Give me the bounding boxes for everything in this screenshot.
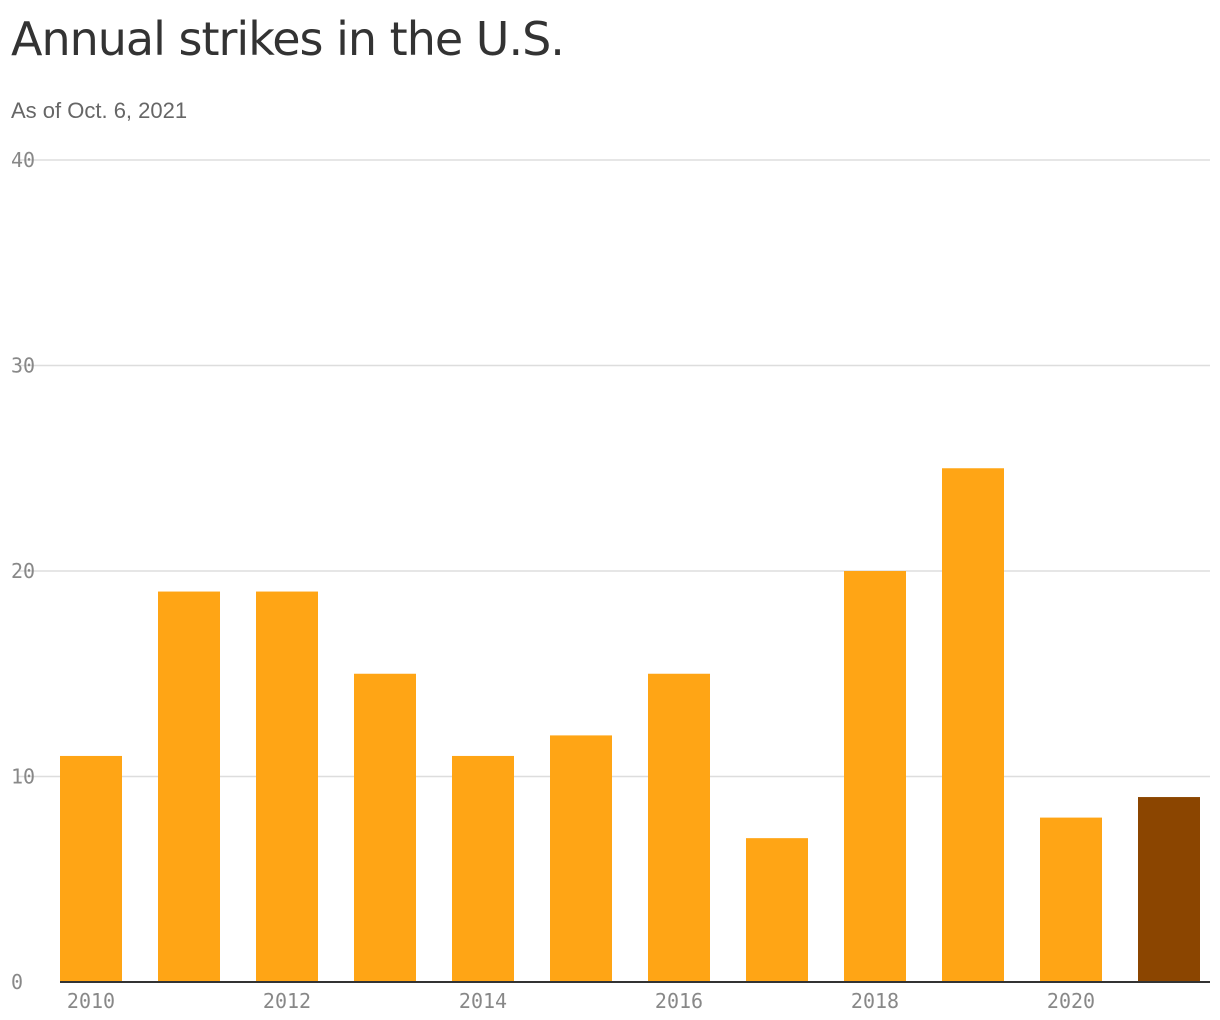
y-tick-label: 30 bbox=[11, 354, 35, 378]
bar-2015 bbox=[550, 735, 612, 982]
y-tick-label: 20 bbox=[11, 559, 35, 583]
bar-2016 bbox=[648, 673, 710, 982]
chart-subtitle: As of Oct. 6, 2021 bbox=[11, 98, 188, 123]
bar-2011 bbox=[158, 591, 220, 982]
x-tick-label: 2014 bbox=[459, 989, 507, 1013]
chart-title: Annual strikes in the U.S. bbox=[11, 12, 565, 66]
x-tick-label: 2016 bbox=[655, 989, 703, 1013]
bar-2021 bbox=[1138, 797, 1200, 982]
y-tick-label: 10 bbox=[11, 765, 35, 789]
x-tick-label: 2012 bbox=[263, 989, 311, 1013]
axes: 0 10 20 30 40 2010 2012 2014 2016 2018 2020 bbox=[11, 148, 1210, 1013]
bar-2012 bbox=[256, 591, 318, 982]
bar-2018 bbox=[844, 571, 906, 982]
bar-2014 bbox=[452, 755, 514, 982]
bar-2017 bbox=[746, 838, 808, 982]
x-tick-label: 2010 bbox=[67, 989, 115, 1013]
bar-2013 bbox=[354, 673, 416, 982]
bars bbox=[60, 468, 1200, 982]
bar-2010 bbox=[60, 755, 122, 982]
x-tick-label: 2018 bbox=[851, 989, 899, 1013]
y-tick-label: 40 bbox=[11, 148, 35, 172]
y-tick-label: 0 bbox=[11, 970, 23, 994]
bar-2020 bbox=[1040, 817, 1102, 982]
bar-2019 bbox=[942, 468, 1004, 982]
x-tick-label: 2020 bbox=[1047, 989, 1095, 1013]
